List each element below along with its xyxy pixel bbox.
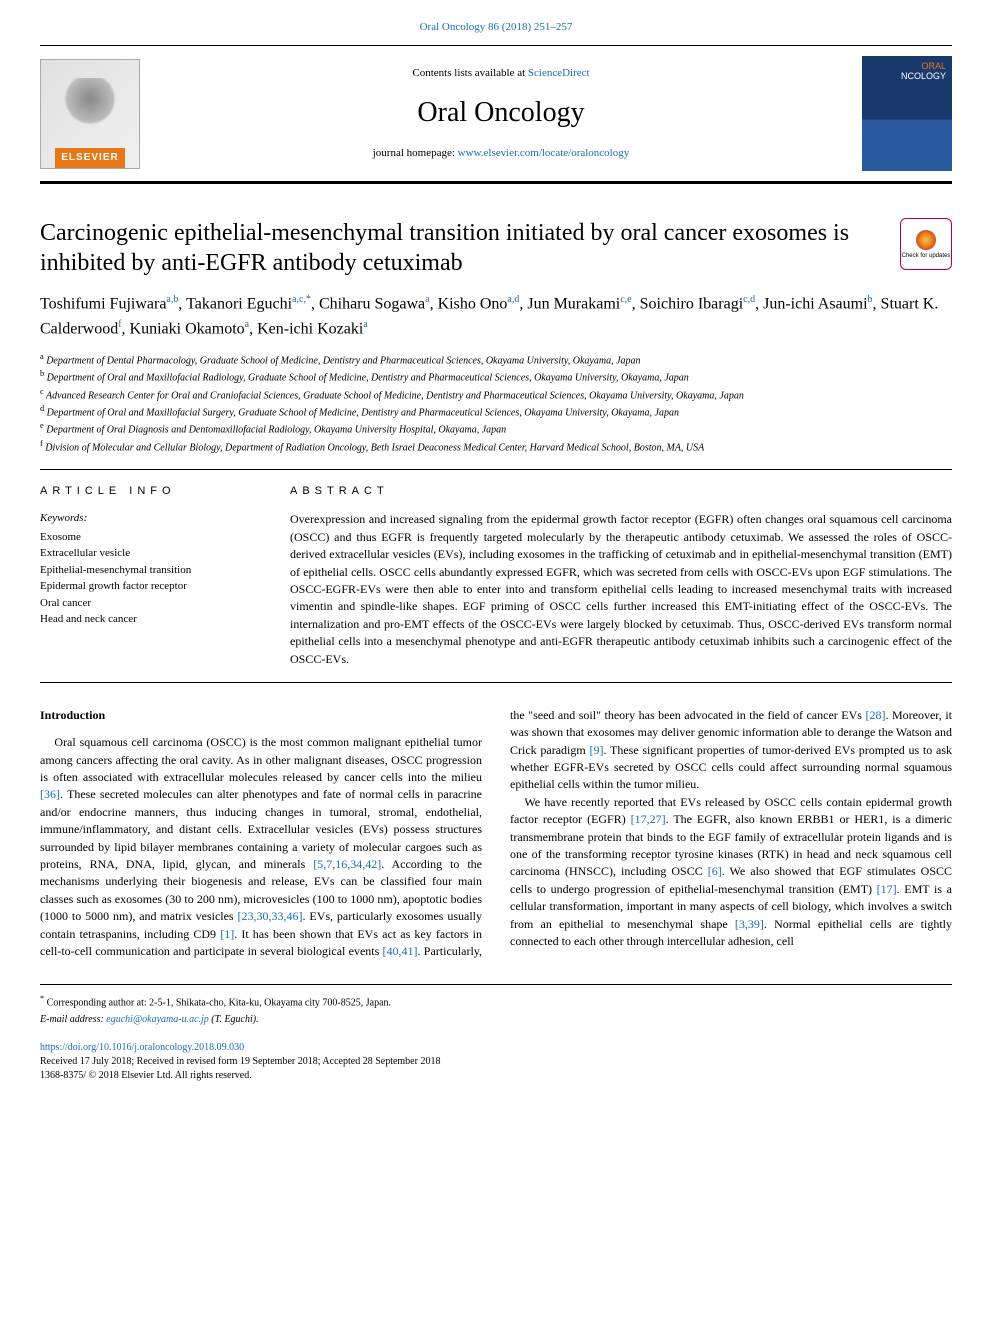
- author-affiliation-marker[interactable]: c,d: [743, 294, 755, 305]
- author-name: Ken-ichi Kozaki: [257, 320, 363, 337]
- author-list: Toshifumi Fujiwaraa,b, Takanori Eguchia,…: [40, 292, 952, 341]
- article-info-head: ARTICLE INFO: [40, 484, 260, 499]
- elsevier-tree-icon: [60, 78, 120, 148]
- keyword-item: Oral cancer: [40, 595, 260, 612]
- author-name: Kisho Ono: [438, 296, 508, 313]
- affiliation-line: d Department of Oral and Maxillofacial S…: [40, 403, 952, 420]
- keywords-label: Keywords:: [40, 511, 260, 526]
- keyword-item: Epithelial-mesenchymal transition: [40, 562, 260, 579]
- masthead-center: Contents lists available at ScienceDirec…: [160, 66, 842, 162]
- homepage-line: journal homepage: www.elsevier.com/locat…: [160, 146, 842, 161]
- email-link[interactable]: eguchi@okayama-u.ac.jp: [106, 1014, 209, 1025]
- reference-link[interactable]: [17,27]: [631, 812, 666, 826]
- affiliation-line: e Department of Oral Diagnosis and Dento…: [40, 420, 952, 437]
- keywords-list: ExosomeExtracellular vesicleEpithelial-m…: [40, 529, 260, 628]
- author-affiliation-marker[interactable]: c,e: [620, 294, 631, 305]
- cover-title-oncology: NCOLOGY: [901, 71, 946, 81]
- received-line: Received 17 July 2018; Received in revis…: [40, 1055, 952, 1069]
- masthead: ELSEVIER Contents lists available at Sci…: [40, 45, 952, 184]
- abstract-head: ABSTRACT: [290, 484, 952, 499]
- article-info-column: ARTICLE INFO Keywords: ExosomeExtracellu…: [40, 484, 260, 668]
- crossmark-icon: [916, 230, 936, 250]
- author-name: Takanori Eguchi: [186, 296, 292, 313]
- reference-link[interactable]: [28]: [865, 708, 885, 722]
- author-affiliation-marker[interactable]: a,b: [166, 294, 178, 305]
- author-affiliation-marker[interactable]: a: [425, 294, 429, 305]
- introduction-heading: Introduction: [40, 707, 482, 724]
- intro-paragraph-2: We have recently reported that EVs relea…: [510, 794, 952, 951]
- corr-text: Corresponding author at: 2-5-1, Shikata-…: [44, 998, 391, 1009]
- info-abstract-row: ARTICLE INFO Keywords: ExosomeExtracellu…: [40, 484, 952, 668]
- author-name: Toshifumi Fujiwara: [40, 296, 166, 313]
- journal-name: Oral Oncology: [160, 93, 842, 132]
- author-affiliation-marker[interactable]: a: [363, 319, 367, 330]
- author-affiliation-marker[interactable]: a: [245, 319, 249, 330]
- reference-link[interactable]: [3,39]: [735, 917, 764, 931]
- reference-link[interactable]: [23,30,33,46]: [238, 909, 303, 923]
- abstract-text: Overexpression and increased signaling f…: [290, 511, 952, 668]
- header-citation: Oral Oncology 86 (2018) 251–257: [40, 20, 952, 35]
- footer: * Corresponding author at: 2-5-1, Shikat…: [40, 984, 952, 1082]
- author-name: Kuniaki Okamoto: [130, 320, 245, 337]
- author-affiliation-marker[interactable]: b: [868, 294, 873, 305]
- keyword-item: Head and neck cancer: [40, 611, 260, 628]
- homepage-link[interactable]: www.elsevier.com/locate/oraloncology: [458, 147, 630, 159]
- reference-link[interactable]: [1]: [220, 927, 234, 941]
- email-suffix: (T. Eguchi).: [209, 1014, 259, 1025]
- abstract-column: ABSTRACT Overexpression and increased si…: [290, 484, 952, 668]
- divider: [40, 682, 952, 683]
- keyword-item: Epidermal growth factor receptor: [40, 578, 260, 595]
- affiliations-list: a Department of Dental Pharmacology, Gra…: [40, 351, 952, 455]
- contents-line: Contents lists available at ScienceDirec…: [160, 66, 842, 81]
- divider: [40, 469, 952, 470]
- reference-link[interactable]: [36]: [40, 787, 60, 801]
- reference-link[interactable]: [40,41]: [383, 944, 418, 958]
- affiliation-line: f Division of Molecular and Cellular Bio…: [40, 438, 952, 455]
- body-section: Introduction Oral squamous cell carcinom…: [40, 707, 952, 960]
- reference-link[interactable]: [6]: [708, 864, 722, 878]
- rights-line: 1368-8375/ © 2018 Elsevier Ltd. All righ…: [40, 1069, 952, 1083]
- sciencedirect-link[interactable]: ScienceDirect: [528, 67, 590, 79]
- author-name: Jun-ichi Asaumi: [763, 296, 867, 313]
- contents-prefix: Contents lists available at: [412, 67, 527, 79]
- homepage-prefix: journal homepage:: [373, 147, 458, 159]
- cover-title-oral: ORAL: [921, 61, 946, 71]
- text-span: Oral squamous cell carcinoma (OSCC) is t…: [40, 735, 482, 784]
- affiliation-line: c Advanced Research Center for Oral and …: [40, 386, 952, 403]
- affiliation-line: a Department of Dental Pharmacology, Gra…: [40, 351, 952, 368]
- email-line: E-mail address: eguchi@okayama-u.ac.jp (…: [40, 1013, 952, 1027]
- affiliation-line: b Department of Oral and Maxillofacial R…: [40, 368, 952, 385]
- author-affiliation-marker[interactable]: f: [118, 319, 121, 330]
- author-name: Soichiro Ibaragi: [640, 296, 744, 313]
- author-name: Jun Murakami: [527, 296, 620, 313]
- corresponding-author: * Corresponding author at: 2-5-1, Shikat…: [40, 993, 952, 1010]
- check-updates-label: Check for updates: [902, 253, 951, 260]
- elsevier-logo[interactable]: ELSEVIER: [40, 59, 140, 169]
- author-affiliation-marker[interactable]: a,d: [507, 294, 519, 305]
- reference-link[interactable]: [5,7,16,34,42]: [313, 857, 381, 871]
- doi-link[interactable]: https://doi.org/10.1016/j.oraloncology.2…: [40, 1042, 244, 1053]
- title-block: Carcinogenic epithelial-mesenchymal tran…: [40, 218, 952, 278]
- body-columns: Introduction Oral squamous cell carcinom…: [40, 707, 952, 960]
- journal-cover-thumbnail[interactable]: ORAL NCOLOGY: [862, 56, 952, 171]
- reference-link[interactable]: [9]: [589, 743, 603, 757]
- check-for-updates-button[interactable]: Check for updates: [900, 218, 952, 270]
- author-name: Chiharu Sogawa: [319, 296, 425, 313]
- elsevier-logo-text: ELSEVIER: [55, 148, 124, 168]
- doi-line: https://doi.org/10.1016/j.oraloncology.2…: [40, 1041, 952, 1055]
- email-label: E-mail address:: [40, 1014, 106, 1025]
- journal-cover-title: ORAL NCOLOGY: [901, 62, 946, 82]
- keyword-item: Exosome: [40, 529, 260, 546]
- article-title: Carcinogenic epithelial-mesenchymal tran…: [40, 218, 880, 278]
- author-affiliation-marker[interactable]: a,c,*: [292, 294, 311, 305]
- reference-link[interactable]: [17]: [877, 882, 897, 896]
- keyword-item: Extracellular vesicle: [40, 545, 260, 562]
